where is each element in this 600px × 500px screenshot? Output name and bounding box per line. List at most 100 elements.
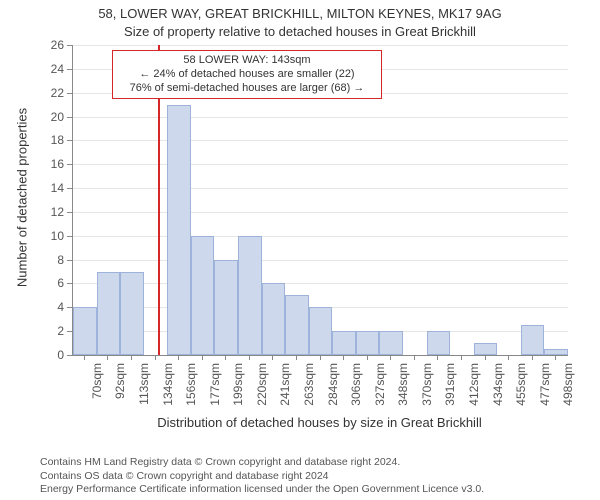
histogram-bar — [238, 236, 262, 355]
xtick-label: 156sqm — [184, 363, 198, 413]
xtick-mark — [107, 355, 108, 360]
xtick-mark — [202, 355, 203, 360]
xtick-mark — [225, 355, 226, 360]
histogram-bar — [544, 349, 568, 355]
ytick-mark — [67, 164, 72, 165]
histogram-bar — [191, 236, 215, 355]
xtick-label: 477sqm — [538, 363, 552, 413]
ytick-label: 4 — [46, 300, 64, 314]
histogram-bar — [120, 272, 144, 355]
xtick-mark — [555, 355, 556, 360]
grid-line — [73, 236, 568, 237]
histogram-bar — [167, 105, 191, 355]
ytick-label: 10 — [46, 229, 64, 243]
annotation-line2: ← 24% of detached houses are smaller (22… — [119, 68, 375, 82]
xtick-mark — [155, 355, 156, 360]
ytick-label: 0 — [46, 348, 64, 362]
histogram-bar — [73, 307, 97, 355]
grid-line — [73, 212, 568, 213]
xtick-label: 134sqm — [161, 363, 175, 413]
ytick-label: 2 — [46, 324, 64, 338]
xtick-label: 241sqm — [278, 363, 292, 413]
xtick-mark — [178, 355, 179, 360]
ytick-mark — [67, 236, 72, 237]
xtick-mark — [437, 355, 438, 360]
xtick-label: 263sqm — [302, 363, 316, 413]
ytick-label: 24 — [46, 62, 64, 76]
chart-title-line1: 58, LOWER WAY, GREAT BRICKHILL, MILTON K… — [0, 6, 600, 21]
xtick-label: 327sqm — [373, 363, 387, 413]
ytick-label: 6 — [46, 276, 64, 290]
histogram-bar — [214, 260, 238, 355]
ytick-label: 8 — [46, 253, 64, 267]
xtick-label: 498sqm — [561, 363, 575, 413]
histogram-bar — [309, 307, 333, 355]
xtick-label: 92sqm — [113, 363, 127, 413]
histogram-bar — [262, 283, 286, 355]
footer-line1: Contains HM Land Registry data © Crown c… — [40, 456, 484, 470]
xtick-label: 284sqm — [326, 363, 340, 413]
ytick-mark — [67, 283, 72, 284]
xtick-label: 220sqm — [255, 363, 269, 413]
grid-line — [73, 188, 568, 189]
ytick-mark — [67, 355, 72, 356]
footer-line2: Contains OS data © Crown copyright and d… — [40, 470, 484, 484]
histogram-bar — [356, 331, 380, 355]
grid-line — [73, 117, 568, 118]
grid-line — [73, 140, 568, 141]
xtick-mark — [532, 355, 533, 360]
xtick-mark — [508, 355, 509, 360]
xtick-mark — [131, 355, 132, 360]
xtick-label: 199sqm — [231, 363, 245, 413]
xtick-label: 177sqm — [208, 363, 222, 413]
xtick-mark — [390, 355, 391, 360]
annotation-line3: 76% of semi-detached houses are larger (… — [119, 82, 375, 96]
footer-line3: Energy Performance Certificate informati… — [40, 483, 484, 497]
xtick-label: 70sqm — [90, 363, 104, 413]
histogram-bar — [332, 331, 356, 355]
grid-line — [73, 164, 568, 165]
xtick-mark — [414, 355, 415, 360]
ytick-mark — [67, 331, 72, 332]
xtick-label: 113sqm — [137, 363, 151, 413]
ytick-label: 14 — [46, 181, 64, 195]
ytick-label: 20 — [46, 110, 64, 124]
xtick-mark — [272, 355, 273, 360]
x-axis-label: Distribution of detached houses by size … — [72, 415, 567, 430]
xtick-mark — [84, 355, 85, 360]
ytick-label: 22 — [46, 86, 64, 100]
footer: Contains HM Land Registry data © Crown c… — [40, 456, 484, 497]
ytick-mark — [67, 212, 72, 213]
xtick-label: 306sqm — [349, 363, 363, 413]
xtick-label: 391sqm — [443, 363, 457, 413]
ytick-mark — [67, 307, 72, 308]
histogram-bar — [521, 325, 545, 355]
xtick-mark — [367, 355, 368, 360]
xtick-mark — [461, 355, 462, 360]
chart-container: { "chart": { "type": "histogram", "title… — [0, 0, 600, 500]
ytick-label: 26 — [46, 38, 64, 52]
histogram-bar — [97, 272, 121, 355]
ytick-mark — [67, 140, 72, 141]
annotation-line1: 58 LOWER WAY: 143sqm — [119, 54, 375, 68]
ytick-mark — [67, 45, 72, 46]
xtick-mark — [320, 355, 321, 360]
ytick-label: 16 — [46, 157, 64, 171]
y-axis-label: Number of detached properties — [15, 43, 30, 353]
xtick-label: 455sqm — [514, 363, 528, 413]
histogram-bar — [427, 331, 451, 355]
xtick-mark — [485, 355, 486, 360]
grid-line — [73, 45, 568, 46]
ytick-mark — [67, 69, 72, 70]
xtick-mark — [343, 355, 344, 360]
ytick-mark — [67, 117, 72, 118]
xtick-label: 348sqm — [396, 363, 410, 413]
ytick-mark — [67, 188, 72, 189]
grid-line — [73, 260, 568, 261]
ytick-label: 12 — [46, 205, 64, 219]
histogram-bar — [474, 343, 498, 355]
grid-line — [73, 283, 568, 284]
annotation-box: 58 LOWER WAY: 143sqm ← 24% of detached h… — [112, 50, 382, 99]
ytick-mark — [67, 93, 72, 94]
xtick-label: 434sqm — [491, 363, 505, 413]
